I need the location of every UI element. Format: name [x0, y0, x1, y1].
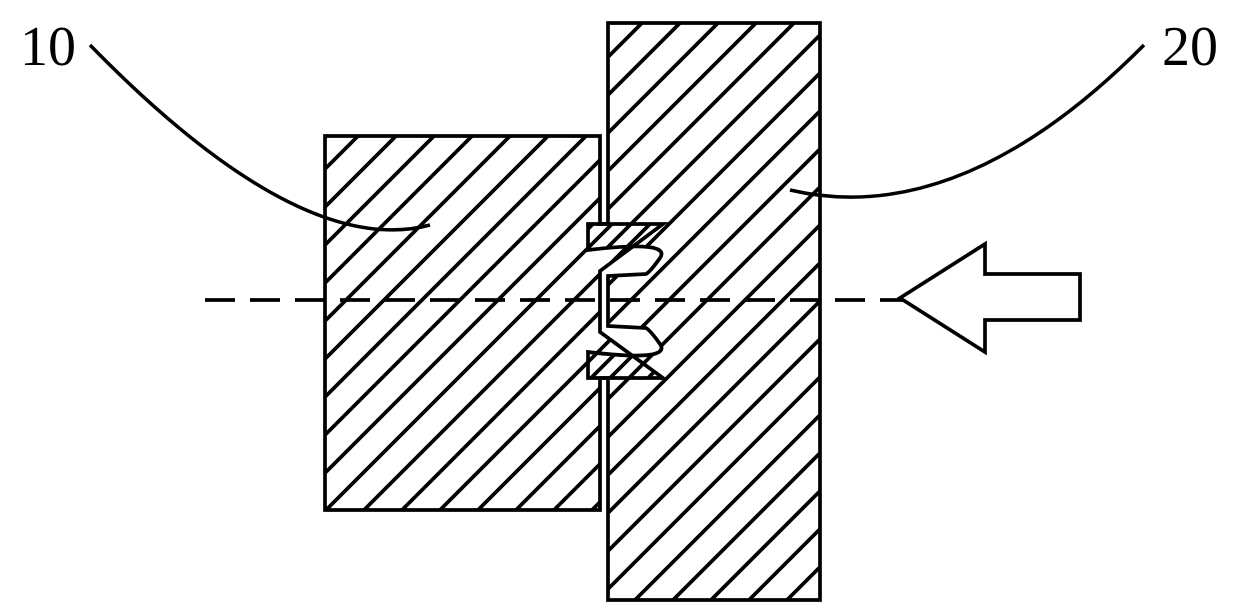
- label-10: 10: [20, 16, 76, 78]
- label-20: 20: [1162, 16, 1218, 78]
- insertion-direction-arrow: [900, 244, 1080, 352]
- part-20: [588, 23, 820, 600]
- leader-20: [790, 45, 1144, 197]
- technical-drawing: 10 20: [0, 0, 1240, 611]
